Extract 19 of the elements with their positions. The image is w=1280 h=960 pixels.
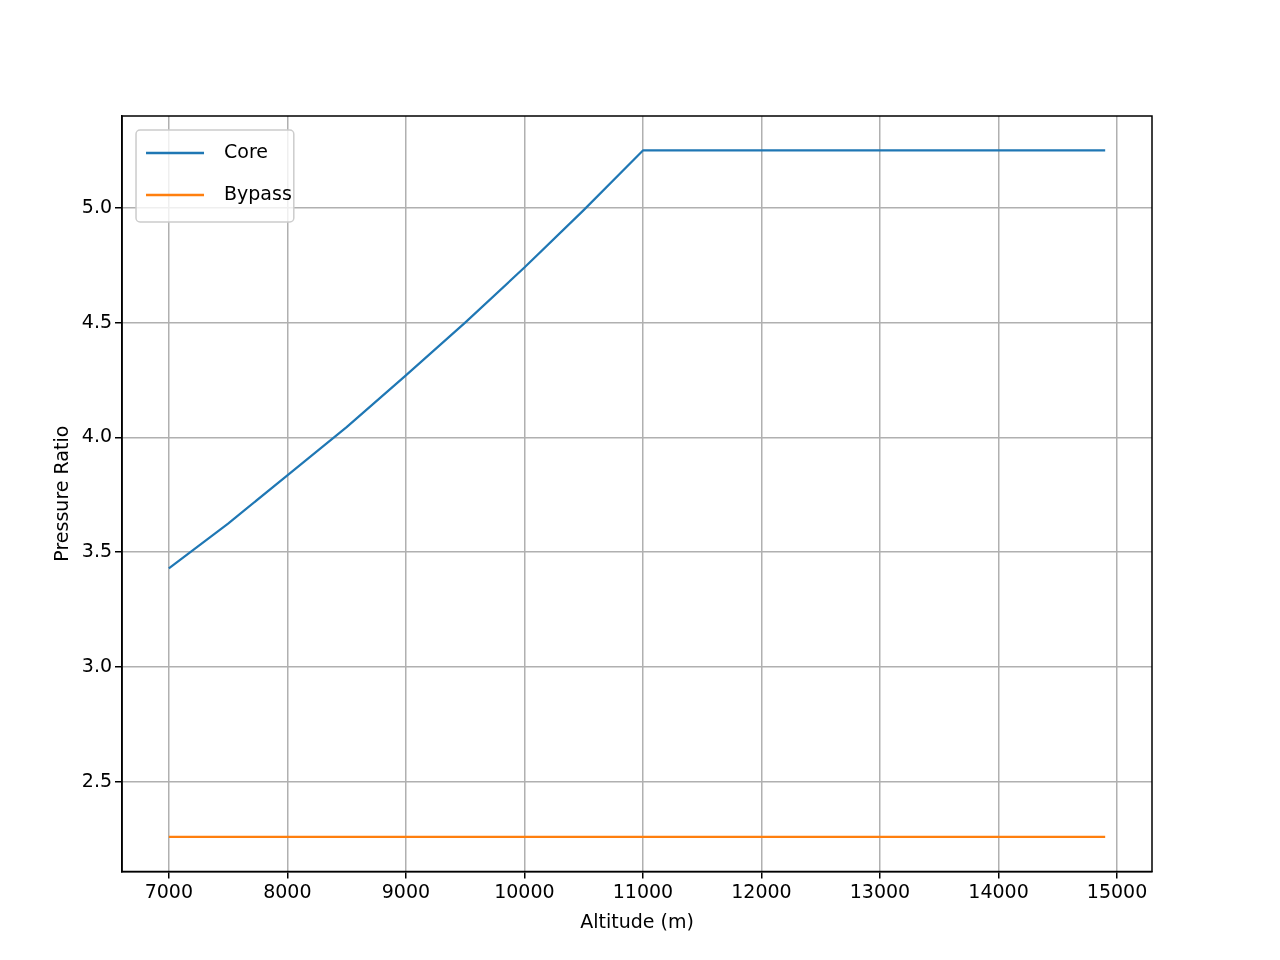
y-tick-label: 3.5 xyxy=(81,539,113,562)
x-tick-label: 12000 xyxy=(731,879,792,902)
x-tick-label: 15000 xyxy=(1086,879,1148,902)
y-tick-label: 3.0 xyxy=(81,653,113,676)
x-tick-label: 9000 xyxy=(381,879,431,902)
x-tick-label: 14000 xyxy=(968,879,1029,902)
x-tick-label: 10000 xyxy=(494,879,555,902)
x-axis-title: Altitude (m) xyxy=(580,909,694,932)
y-axis-title: Pressure Ratio xyxy=(50,425,73,562)
x-tick-label: 11000 xyxy=(612,879,674,902)
y-tick-label: 5.0 xyxy=(81,194,113,217)
x-tick-label: 13000 xyxy=(849,879,911,902)
legend-label: Core xyxy=(224,139,268,162)
x-tick-label: 7000 xyxy=(144,879,194,902)
y-tick-label: 2.5 xyxy=(81,768,113,791)
x-tick-label: 8000 xyxy=(263,879,312,902)
y-tick-label: 4.0 xyxy=(81,424,113,447)
legend-label: Bypass xyxy=(224,181,292,204)
y-tick-label: 4.5 xyxy=(81,309,113,332)
